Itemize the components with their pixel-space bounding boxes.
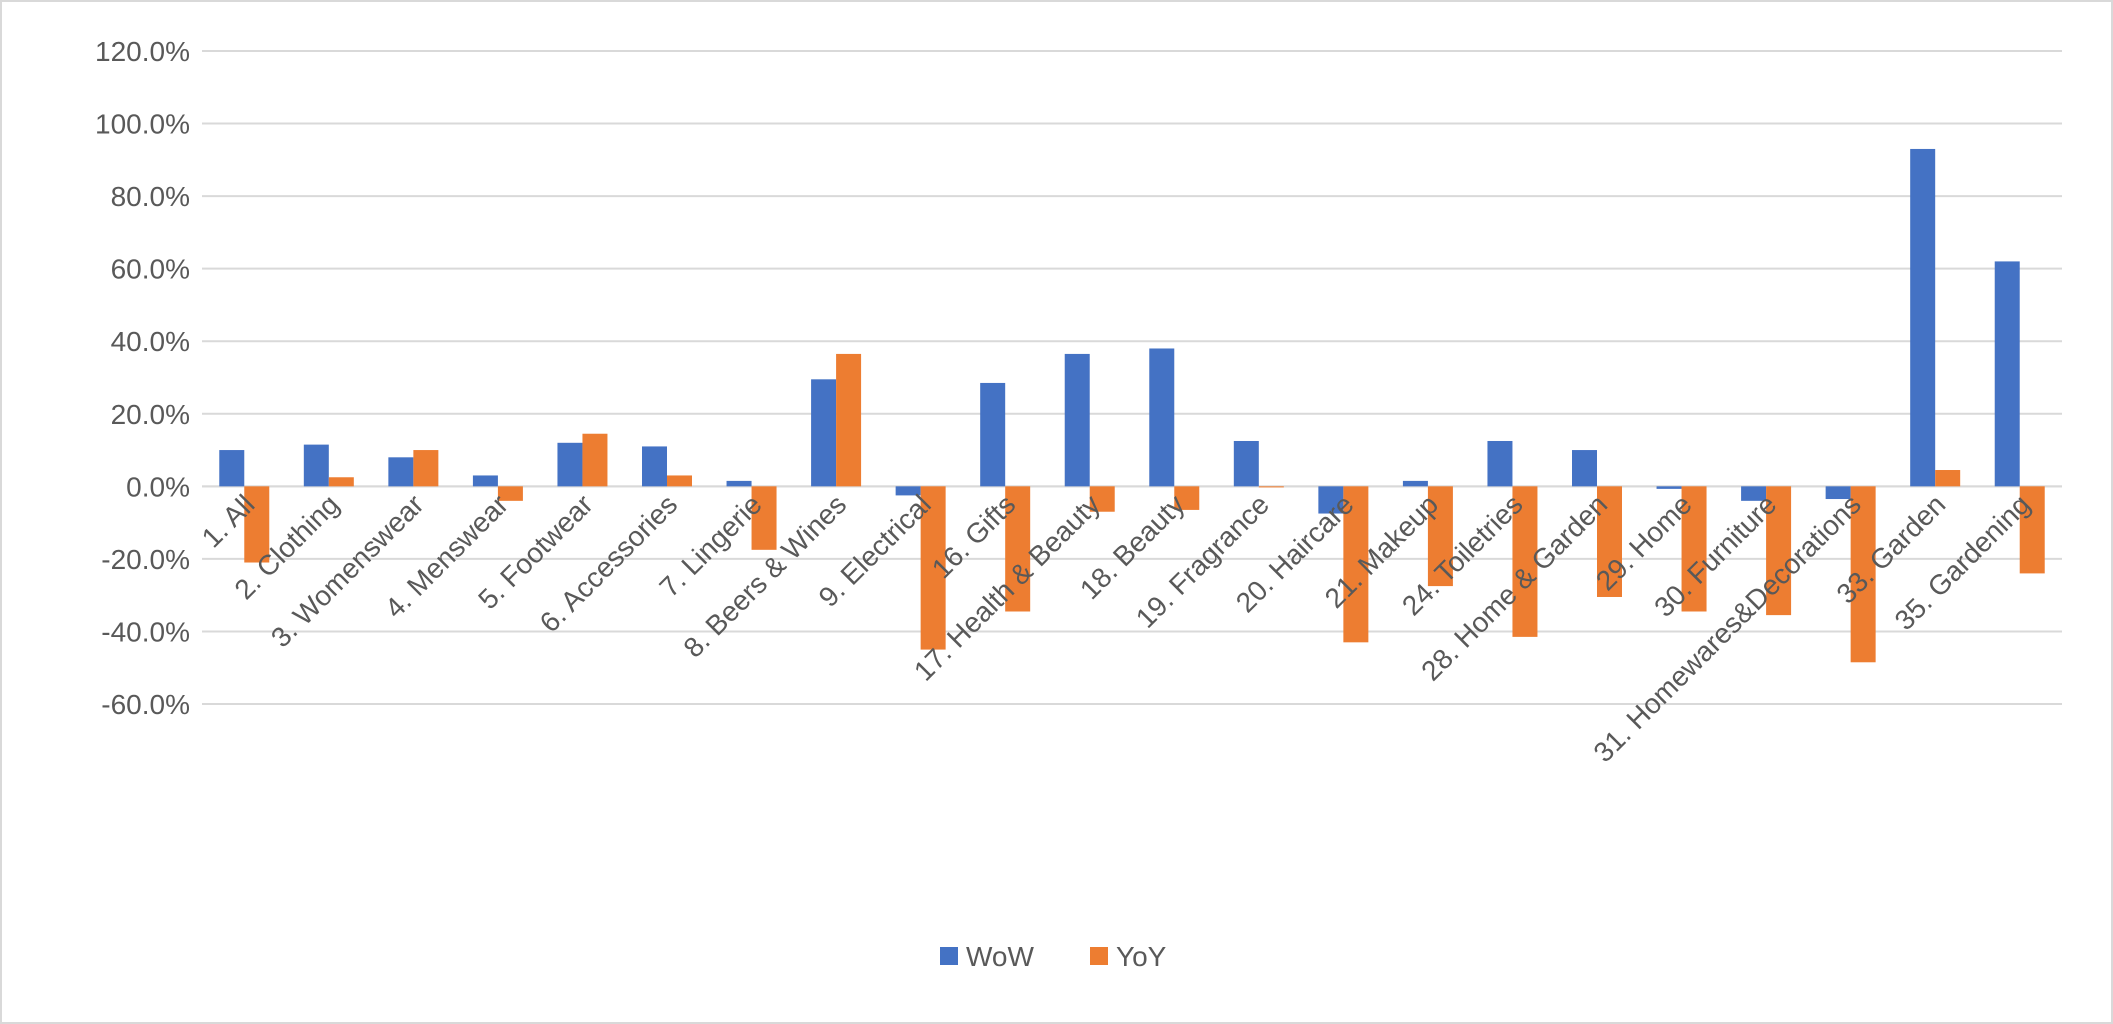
bar-wow: [1572, 450, 1597, 487]
bar-yoy: [1935, 470, 1961, 487]
bar-wow: [1064, 353, 1090, 487]
bar-wow: [388, 457, 414, 487]
bar-yoy: [328, 477, 354, 487]
bar-yoy: [1850, 486, 1876, 663]
bar-yoy: [582, 433, 608, 487]
bar-wow: [1318, 486, 1344, 514]
legend-label-yoy: YoY: [1116, 941, 1167, 972]
bar-wow: [642, 446, 667, 487]
bar-wow: [1741, 486, 1767, 501]
bar-wow: [219, 450, 245, 487]
bar-wow: [811, 379, 837, 487]
bar-yoy: [2019, 486, 2045, 574]
y-tick-label: -20.0%: [101, 544, 190, 575]
gridlines: [202, 50, 2062, 705]
bar-yoy: [1597, 486, 1622, 597]
bar-wow: [303, 444, 329, 487]
bar-wow: [1910, 148, 1936, 487]
bar-yoy: [1005, 486, 1031, 612]
bar-yoy: [244, 486, 270, 563]
legend-swatch-wow: [940, 947, 958, 965]
bar-yoy: [497, 486, 523, 501]
bar-yoy: [1681, 486, 1707, 612]
bar-yoy: [836, 353, 862, 487]
bar-wow: [895, 486, 921, 496]
bar-wow: [726, 480, 752, 487]
bar-wow: [557, 442, 583, 487]
legend: WoW YoY: [940, 941, 1167, 972]
y-tick-label: 0.0%: [126, 471, 190, 502]
legend-swatch-yoy: [1090, 947, 1108, 965]
bar-yoy: [1343, 486, 1369, 643]
y-axis-ticks: -60.0% -40.0% -20.0% 0.0% 20.0% 40.0% 60.0% 80.…: [95, 36, 190, 720]
bar-wow: [1656, 486, 1682, 489]
bar-wow: [1487, 440, 1513, 487]
bar-yoy: [1258, 486, 1284, 488]
bar-yoy: [1174, 486, 1200, 510]
bar-yoy: [1766, 486, 1792, 616]
bar-yoy: [667, 475, 692, 487]
y-tick-label: 40.0%: [111, 326, 190, 357]
bar-wow: [1994, 261, 2020, 487]
bar-yoy: [1089, 486, 1115, 512]
bar-wow: [980, 382, 1006, 487]
bar-yoy: [920, 486, 946, 650]
bars: [219, 148, 2045, 663]
y-tick-label: -40.0%: [101, 616, 190, 647]
bar-wow: [472, 475, 498, 487]
y-tick-label: 100.0%: [95, 109, 190, 140]
y-tick-label: 80.0%: [111, 181, 190, 212]
bar-yoy: [751, 486, 777, 550]
legend-label-wow: WoW: [966, 941, 1034, 972]
bar-wow: [1825, 486, 1851, 500]
bar-wow: [1402, 480, 1428, 487]
y-tick-label: 20.0%: [111, 399, 190, 430]
bar-wow: [1149, 348, 1175, 487]
bar-yoy: [1512, 486, 1538, 637]
bar-yoy: [1427, 486, 1453, 587]
y-tick-label: 120.0%: [95, 36, 190, 67]
y-tick-label: 60.0%: [111, 254, 190, 285]
bar-yoy: [413, 450, 439, 487]
y-tick-label: -60.0%: [101, 689, 190, 720]
bar-wow: [1233, 440, 1259, 487]
